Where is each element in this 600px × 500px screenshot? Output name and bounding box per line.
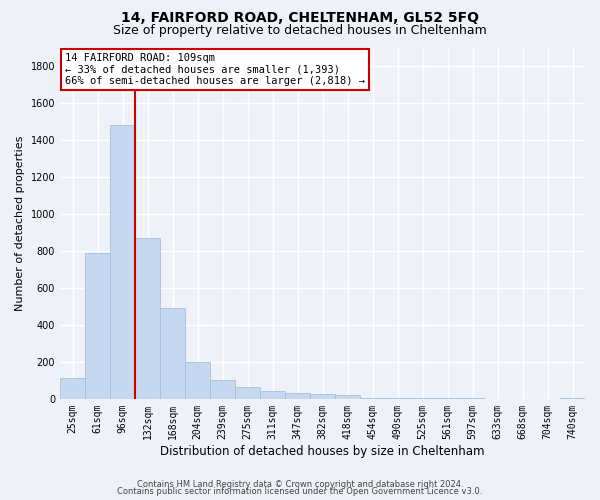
Bar (110, 125, 135, 399)
Bar (235, 387, 260, 399)
Text: Contains HM Land Registry data © Crown copyright and database right 2024.: Contains HM Land Registry data © Crown c… (137, 480, 463, 489)
Text: Contains public sector information licensed under the Open Government Licence v3: Contains public sector information licen… (118, 487, 482, 496)
Bar (160, 308, 185, 399)
Bar (560, 398, 585, 399)
Bar (310, 394, 335, 399)
Bar (385, 398, 410, 399)
Text: Size of property relative to detached houses in Cheltenham: Size of property relative to detached ho… (113, 24, 487, 37)
Bar (85, 253, 110, 399)
Bar (285, 393, 310, 399)
Bar (260, 391, 285, 399)
Bar (60, 378, 85, 399)
Text: 14, FAIRFORD ROAD, CHELTENHAM, GL52 5FQ: 14, FAIRFORD ROAD, CHELTENHAM, GL52 5FQ (121, 11, 479, 25)
Bar (135, 238, 160, 399)
Text: 14 FAIRFORD ROAD: 109sqm
← 33% of detached houses are smaller (1,393)
66% of sem: 14 FAIRFORD ROAD: 109sqm ← 33% of detach… (65, 53, 365, 86)
Bar (185, 362, 210, 399)
Bar (360, 398, 385, 399)
Y-axis label: Number of detached properties: Number of detached properties (15, 136, 25, 311)
Bar (210, 380, 235, 399)
X-axis label: Distribution of detached houses by size in Cheltenham: Distribution of detached houses by size … (160, 444, 485, 458)
Bar (335, 395, 360, 399)
